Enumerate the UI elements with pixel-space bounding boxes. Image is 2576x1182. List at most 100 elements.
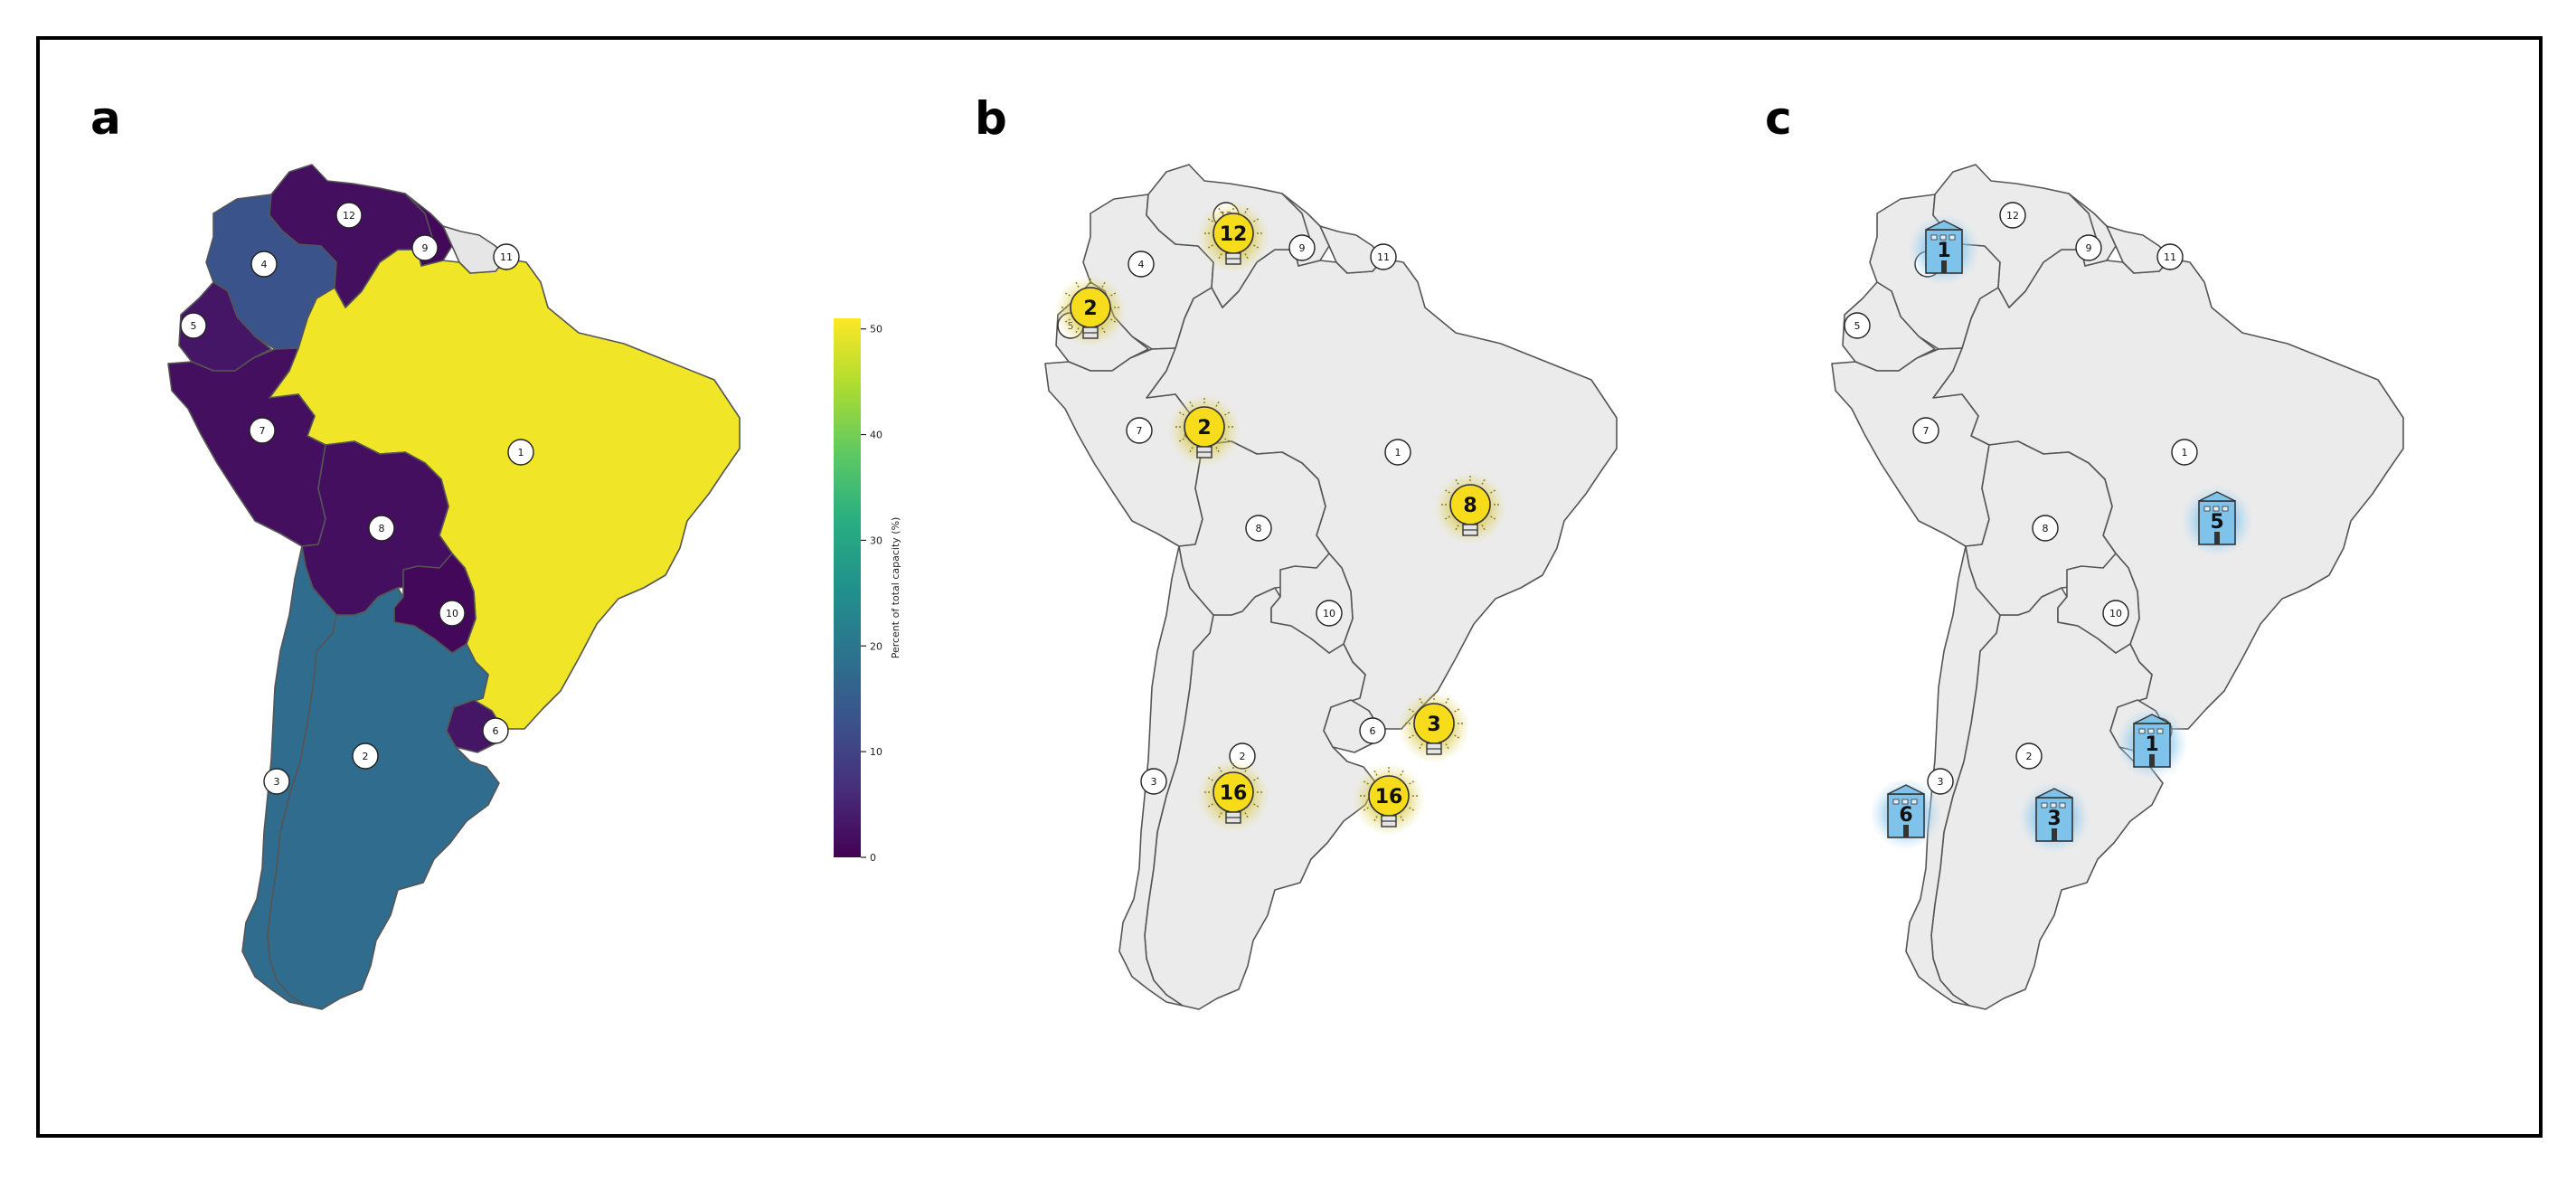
bulb-ray [1373, 816, 1378, 822]
building-window [2156, 728, 2164, 734]
bulb-ray [1101, 327, 1106, 334]
label-circle [368, 515, 395, 542]
label-text: 5 [1854, 320, 1861, 332]
building-roof [1925, 220, 1963, 231]
colorbar-tick-label: 20 [870, 640, 882, 652]
country-label-10: 10 [439, 600, 466, 627]
label-text: 2 [2026, 751, 2033, 762]
label-text: 3 [274, 776, 280, 788]
bulb-ray [1207, 244, 1213, 249]
label-circle [482, 717, 509, 744]
label-circle [411, 234, 439, 261]
label-text: 8 [1256, 523, 1262, 534]
country-label-5: 5 [180, 312, 207, 339]
label-text: 2 [363, 751, 369, 762]
building-window [2041, 802, 2048, 808]
country-label-9: 9 [411, 234, 439, 261]
bulb-ray [1408, 708, 1414, 713]
country-3 [1118, 545, 1214, 1007]
bulb-ray [1189, 401, 1194, 407]
country-10 [393, 553, 477, 654]
bulb-ray [1178, 411, 1184, 416]
colorbar-tick-label: 30 [870, 534, 882, 546]
building-marker: 3 [2018, 781, 2090, 854]
label-circle [1140, 768, 1167, 795]
bulb-ray [1110, 292, 1117, 297]
bulb-ray [1244, 766, 1249, 772]
building-window [1939, 234, 1947, 241]
building-roof [2198, 491, 2236, 502]
country-label-1: 1 [1384, 439, 1411, 466]
country-label-10: 10 [2102, 600, 2129, 627]
building-roof [2133, 714, 2171, 724]
building-roof [1887, 784, 1925, 795]
building-door [1903, 825, 1909, 837]
country-3 [241, 545, 337, 1007]
label-text: 1 [2182, 447, 2188, 459]
bulb-ray [1408, 734, 1414, 739]
building-roof [2035, 788, 2073, 799]
country-label-5: 5 [1844, 312, 1871, 339]
lightbulb-marker: 12 [1197, 201, 1269, 273]
label-text: 7 [259, 425, 266, 437]
building-window [1901, 799, 1909, 805]
country-label-6: 6 [482, 717, 509, 744]
label-circle [2015, 742, 2043, 770]
country-label-9: 9 [2075, 234, 2102, 261]
panel-b: b1234567891011121222831616 [975, 92, 1618, 1010]
label-circle [1288, 234, 1316, 261]
country-label-7: 7 [249, 417, 276, 444]
label-text: 11 [500, 251, 513, 263]
building-window [2050, 802, 2057, 808]
colorbar-tick-label: 0 [870, 852, 876, 864]
bulb-ray [1481, 478, 1486, 485]
country-12 [269, 164, 433, 308]
label-text: 8 [2043, 523, 2049, 534]
label-circle [493, 243, 520, 270]
bulb-count: 12 [1220, 223, 1248, 246]
label-text: 10 [1323, 608, 1335, 619]
label-text: 3 [1938, 776, 1944, 788]
label-circle [1384, 439, 1411, 466]
label-text: 2 [1240, 751, 1246, 762]
bulb-ray [1481, 525, 1486, 531]
lightbulb-marker: 3 [1398, 691, 1470, 763]
country-label-11: 11 [1370, 243, 1397, 270]
label-text: 10 [2109, 608, 2122, 619]
bulb-ray [1244, 253, 1249, 260]
bulb-ray [1454, 734, 1460, 739]
lightbulb-marker: 16 [1197, 760, 1269, 832]
building-marker: 5 [2181, 485, 2253, 557]
bulb-ray [1419, 697, 1423, 704]
lightbulb-marker: 16 [1353, 763, 1425, 836]
bulb-ray [1400, 816, 1404, 822]
label-circle [1126, 417, 1153, 444]
building-count: 6 [1899, 804, 1912, 827]
country-label-10: 10 [1316, 600, 1343, 627]
building-door [2052, 828, 2057, 841]
bulb-ray [1444, 515, 1450, 520]
bulb-ray [1189, 447, 1194, 453]
building-door [2149, 754, 2155, 767]
bulb-ray [1207, 803, 1213, 808]
country-label-6: 6 [1359, 717, 1386, 744]
bulb-ray [1178, 438, 1184, 442]
country-label-1: 1 [507, 439, 534, 466]
bulb-ray [1409, 780, 1415, 785]
country-label-8: 8 [368, 515, 395, 542]
building-count: 1 [1937, 240, 1950, 262]
label-text: 11 [1377, 251, 1390, 263]
label-text: 9 [422, 242, 429, 254]
label-text: 7 [1137, 425, 1143, 437]
lightbulb-marker: 8 [1434, 472, 1506, 544]
label-circle [1316, 600, 1343, 627]
bulb-ray [1400, 770, 1404, 776]
bulb-ray [1244, 207, 1249, 213]
label-circle [180, 312, 207, 339]
building-window [2059, 802, 2066, 808]
bulb-ray [1207, 777, 1213, 781]
label-text: 12 [2006, 210, 2019, 222]
bulb-ray [1064, 318, 1071, 323]
